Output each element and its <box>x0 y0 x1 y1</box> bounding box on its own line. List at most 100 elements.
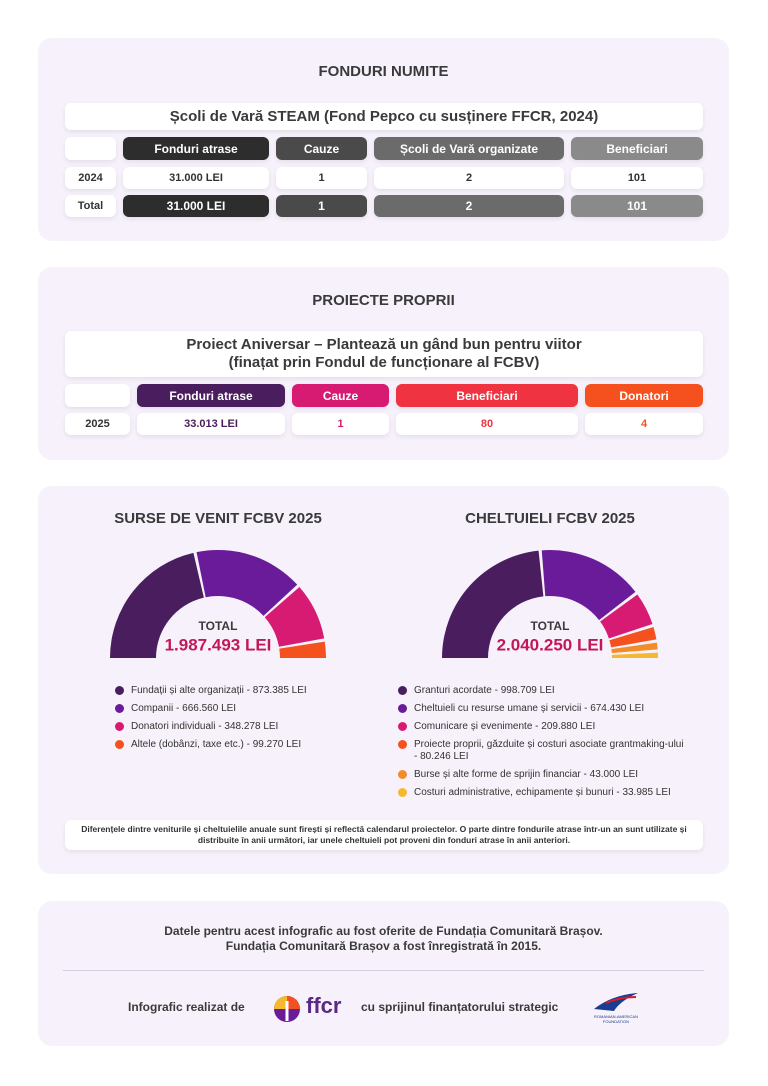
legend-value: 348.278 LEI <box>224 721 279 732</box>
legend-entry: Cheltuieli cu resurse umane și servicii … <box>398 703 688 715</box>
legend-label: Companii <box>131 703 174 714</box>
legend-label: Costuri administrative, echipamente și b… <box>414 787 614 798</box>
total-title: TOTAL <box>531 619 570 633</box>
segment <box>600 594 653 639</box>
total-title: TOTAL <box>199 619 238 633</box>
legend-label: Fundații și alte organizații <box>131 685 244 696</box>
column-header: Donatori <box>585 384 703 407</box>
legend-entry: Granturi acordate - 998.709 LEI <box>398 685 688 697</box>
ffcr-icon <box>274 996 300 1022</box>
legend-dot <box>115 740 124 749</box>
caption-line: Proiect Aniversar – Plantează un gând bu… <box>186 336 582 353</box>
segment <box>611 642 658 654</box>
legend-text: Fundații și alte organizații - 873.385 L… <box>131 685 307 696</box>
segment <box>279 641 326 658</box>
table-caption: Proiect Aniversar – Plantează un gând bu… <box>65 331 703 377</box>
table-cell: 101 <box>571 167 703 189</box>
segment <box>196 550 298 616</box>
legend-entry: Fundații și alte organizații - 873.385 L… <box>115 685 365 697</box>
empty-cell <box>65 384 130 407</box>
legend-entry: Comunicare și evenimente - 209.880 LEI <box>398 721 688 733</box>
legend-text: Altele (dobânzi, taxe etc.) - 99.270 LEI <box>131 739 302 750</box>
legend-label: Donatori individuali <box>131 721 216 732</box>
partner-logo: ROMANIAN-AMERICAN FOUNDATION <box>593 1014 638 1024</box>
legend-text: Comunicare și evenimente - 209.880 LEI <box>414 721 596 732</box>
support: cu sprijinul finanțatorului strategic <box>361 1000 559 1014</box>
column-header: Școli de Vară organizate <box>374 137 564 160</box>
table-cell: 1 <box>292 413 389 435</box>
legend-text: Granturi acordate - 998.709 LEI <box>414 685 555 696</box>
table-caption: Școli de Vară STEAM (Fond Pepco cu susți… <box>65 103 703 130</box>
section-title: FONDURI NUMITE <box>318 63 449 80</box>
made-by: Infografic realizat de <box>128 1000 245 1014</box>
legend-dot <box>398 770 407 779</box>
table-cell: 2 <box>374 167 564 189</box>
row-label: Total <box>65 195 116 217</box>
legend-text: Costuri administrative, echipamente și b… <box>414 787 671 798</box>
legend-label: Altele (dobânzi, taxe etc.) <box>131 739 244 750</box>
legend-text: Cheltuieli cu resurse umane și servicii … <box>414 703 645 714</box>
column-header: Beneficiari <box>396 384 578 407</box>
table-cell: 4 <box>585 413 703 435</box>
chart-title: SURSE DE VENIT FCBV 2025 <box>114 510 322 527</box>
legend-value: 33.985 LEI <box>622 787 671 798</box>
divider <box>63 970 704 971</box>
segment <box>609 627 657 648</box>
legend-value: 998.709 LEI <box>500 685 555 696</box>
legend-value: 666.560 LEI <box>182 703 237 714</box>
table-cell: 101 <box>571 195 703 217</box>
column-header: Cauze <box>292 384 389 407</box>
column-header: Fonduri atrase <box>137 384 285 407</box>
column-header: Fonduri atrase <box>123 137 269 160</box>
table-cell: 31.000 LEI <box>123 167 269 189</box>
legend-dot <box>115 722 124 731</box>
legend-entry: Proiecte proprii, găzduite și costuri as… <box>398 739 688 763</box>
legend-entry: Burse și alte forme de sprijin financiar… <box>398 769 688 781</box>
legend-dot <box>115 704 124 713</box>
legend-value: 674.430 LEI <box>590 703 645 714</box>
segment <box>541 550 636 621</box>
table-cell: 33.013 LEI <box>137 413 285 435</box>
column-header: Cauze <box>276 137 367 160</box>
legend-label: Burse și alte forme de sprijin financiar <box>414 769 581 780</box>
row-label: 2024 <box>65 167 116 189</box>
section-title: PROIECTE PROPRII <box>312 292 455 309</box>
table-cell: 2 <box>374 195 564 217</box>
table-cell: 1 <box>276 195 367 217</box>
legend-text: Donatori individuali - 348.278 LEI <box>131 721 279 732</box>
chart-title: CHELTUIELI FCBV 2025 <box>465 510 635 527</box>
legend-dot <box>398 686 407 695</box>
table-cell: 31.000 LEI <box>123 195 269 217</box>
legend-dot <box>398 788 407 797</box>
legend-value: 43.000 LEI <box>589 769 639 780</box>
source: Datele pentru acest infografic au fost o… <box>38 924 729 954</box>
legend-label: Granturi acordate <box>414 685 492 696</box>
total-value: 1.987.493 LEI <box>165 635 272 654</box>
legend-dot <box>398 722 407 731</box>
caption-line: (finațat prin Fondul de funcționare al F… <box>228 354 540 371</box>
legend-entry: Companii - 666.560 LEI <box>115 703 365 715</box>
legend-label: Comunicare și evenimente <box>414 721 533 732</box>
legend-dot <box>398 740 407 749</box>
source-line: Fundația Comunitară Brașov a fost înregi… <box>225 939 542 953</box>
raf-icon <box>594 993 638 1011</box>
column-header: Beneficiari <box>571 137 703 160</box>
segment <box>442 550 544 658</box>
legend-label: Proiecte proprii, găzduite și costuri as… <box>414 739 684 750</box>
legend-value: 873.385 LEI <box>252 685 307 696</box>
footer-card <box>38 901 729 1046</box>
note: Diferențele dintre veniturile și cheltui… <box>65 820 703 850</box>
legend-entry: Altele (dobânzi, taxe etc.) - 99.270 LEI <box>115 739 365 751</box>
legend-dot <box>115 686 124 695</box>
row-label: 2025 <box>65 413 130 435</box>
legend-entry: Costuri administrative, echipamente și b… <box>398 787 688 799</box>
legend-text: Proiecte proprii, găzduite și costuri as… <box>414 739 684 762</box>
segment <box>611 652 658 658</box>
table-cell: 80 <box>396 413 578 435</box>
legend-text: Burse și alte forme de sprijin financiar… <box>414 769 639 780</box>
legend-entry: Donatori individuali - 348.278 LEI <box>115 721 365 733</box>
budget-card <box>38 486 729 874</box>
legend-text: Companii - 666.560 LEI <box>131 703 237 714</box>
